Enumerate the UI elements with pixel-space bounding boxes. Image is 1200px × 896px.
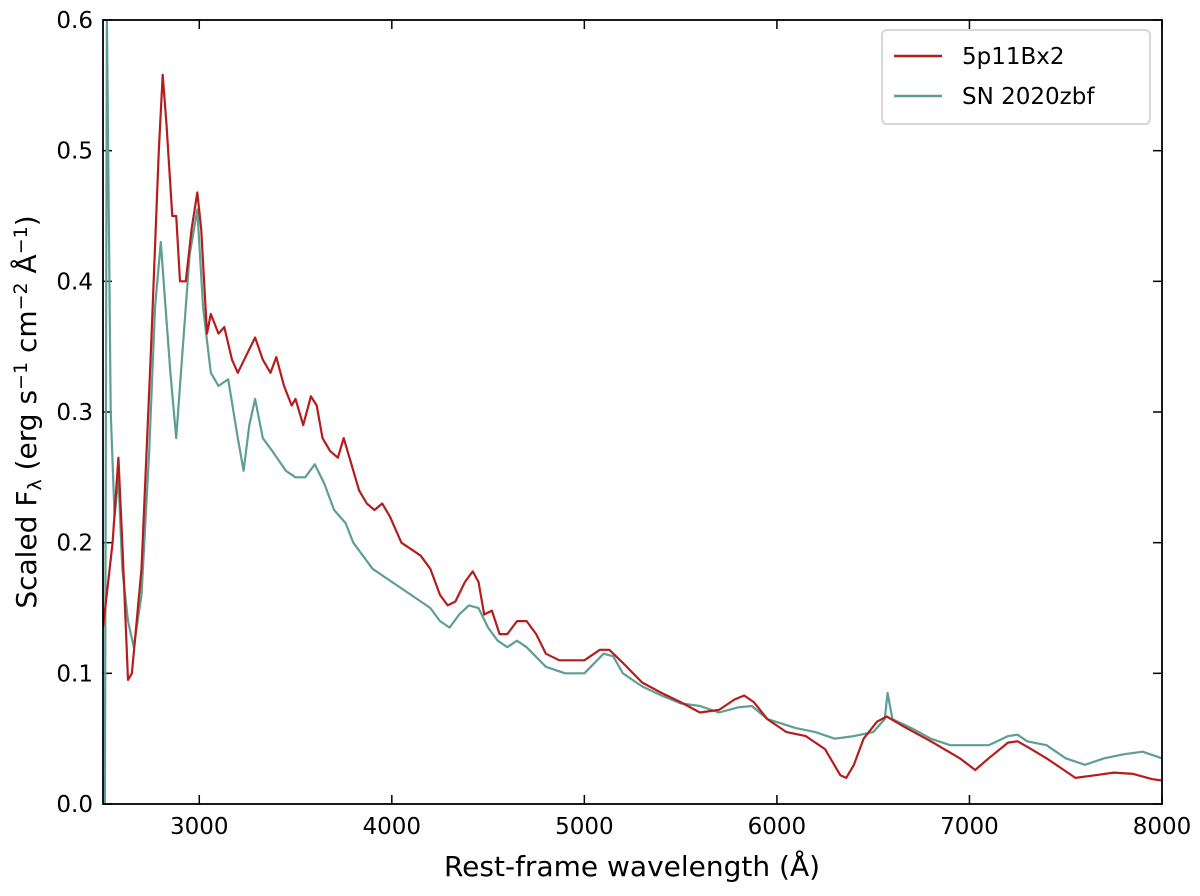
y-axis-label-part: ): [10, 215, 43, 226]
legend-label: SN 2020zbf: [962, 84, 1095, 110]
y-tick-label: 0.5: [56, 139, 93, 165]
y-axis-label-part: −1: [10, 226, 32, 254]
y-tick-label: 0.0: [56, 792, 93, 818]
y-tick-label: 0.6: [56, 8, 93, 34]
y-tick-label: 0.4: [56, 269, 93, 295]
x-tick-label: 8000: [1133, 814, 1192, 840]
y-axis-label-part: λ: [24, 479, 46, 490]
plot-frame: [102, 19, 1163, 805]
x-tick-label: 7000: [940, 814, 999, 840]
x-tick-label: 6000: [748, 814, 807, 840]
y-tick-label: 0.1: [56, 661, 93, 687]
y-axis-label: Scaled Fλ (erg s−1 cm−2 Å−1): [9, 215, 46, 608]
x-axis-label: Rest-frame wavelength (Å): [444, 849, 820, 883]
y-axis-label-part: (erg s: [10, 390, 43, 479]
y-axis-label-part: −1: [10, 362, 32, 390]
y-tick-label: 0.2: [56, 531, 93, 557]
x-tick-label: 5000: [555, 814, 614, 840]
y-axis-label-part: cm: [10, 310, 43, 362]
series-line: [103, 20, 1162, 804]
x-tick-label: 4000: [363, 814, 422, 840]
y-axis-label-part: −2: [10, 282, 32, 310]
x-tick-label: 3000: [170, 814, 229, 840]
y-axis-label-part: Scaled F: [10, 491, 43, 609]
legend-label: 5p11Bx2: [962, 44, 1065, 70]
y-tick-label: 0.3: [56, 400, 93, 426]
y-axis-label-part: Å: [9, 254, 43, 282]
series-line: [103, 73, 1162, 782]
legend-box: [881, 29, 1151, 125]
